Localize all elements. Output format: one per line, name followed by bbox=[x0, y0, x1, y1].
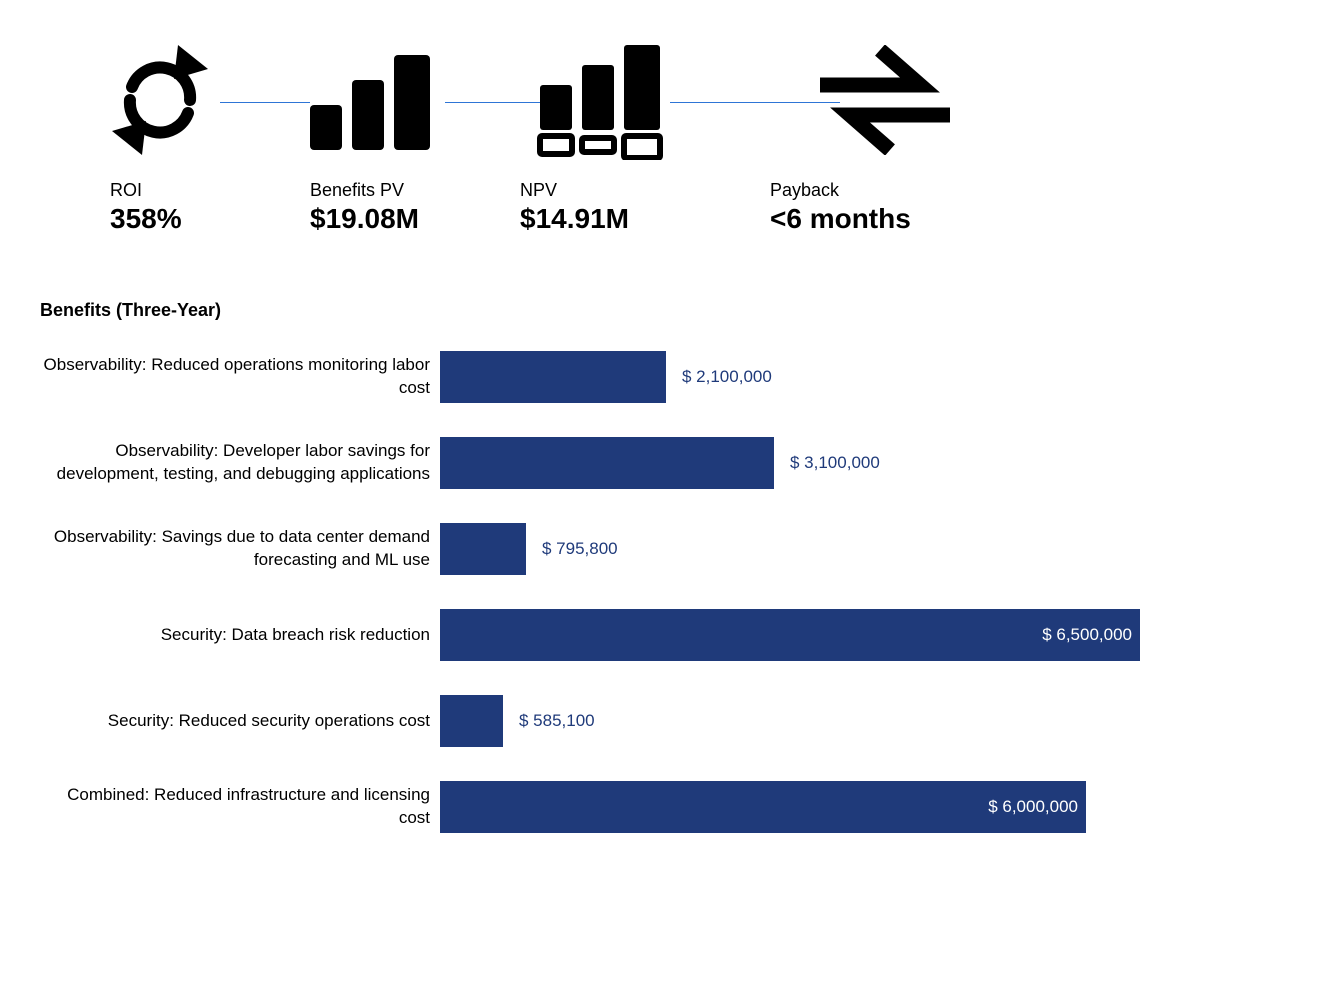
benefits-bar-value: $ 6,000,000 bbox=[988, 797, 1078, 817]
benefits-bar-row: Security: Reduced security operations co… bbox=[40, 695, 1299, 747]
benefits-bar-row: Observability: Developer labor savings f… bbox=[40, 437, 1299, 489]
benefits-bar-row: Observability: Savings due to data cente… bbox=[40, 523, 1299, 575]
kpi-labels: ROI 358% Benefits PV $19.08M NPV $14.91M… bbox=[100, 180, 1239, 260]
kpi-label-npv: NPV bbox=[520, 180, 629, 201]
kpi-connector-1 bbox=[220, 102, 310, 103]
benefits-bar-area: $ 6,500,000 bbox=[440, 609, 1140, 661]
benefits-bar-row: Observability: Reduced operations monito… bbox=[40, 351, 1299, 403]
infographic-page: ROI 358% Benefits PV $19.08M NPV $14.91M… bbox=[0, 0, 1339, 1003]
benefits-bar-row: Combined: Reduced infrastructure and lic… bbox=[40, 781, 1299, 833]
benefits-bar-label: Security: Reduced security operations co… bbox=[40, 710, 440, 733]
kpi-value-npv: $14.91M bbox=[520, 203, 629, 235]
kpi-block-roi: ROI 358% bbox=[110, 180, 182, 235]
benefits-bar-label: Security: Data breach risk reduction bbox=[40, 624, 440, 647]
benefits-bar-label: Observability: Savings due to data cente… bbox=[40, 526, 440, 572]
benefits-bar-area: $ 2,100,000 bbox=[440, 351, 1140, 403]
kpi-icons bbox=[100, 40, 1239, 160]
benefits-bar-area: $ 795,800 bbox=[440, 523, 1140, 575]
benefits-bar-value: $ 2,100,000 bbox=[682, 367, 772, 387]
benefits-bar-chart: Observability: Reduced operations monito… bbox=[40, 351, 1299, 833]
benefits-bar-row: Security: Data breach risk reduction $ 6,… bbox=[40, 609, 1299, 661]
swap-icon bbox=[800, 45, 970, 155]
kpi-icon-slot-benefits-pv bbox=[310, 40, 430, 160]
benefits-bar-area: $ 3,100,000 bbox=[440, 437, 1140, 489]
benefits-bar bbox=[440, 351, 666, 403]
benefits-bar-area: $ 6,000,000 bbox=[440, 781, 1140, 833]
benefits-bar-value: $ 3,100,000 bbox=[790, 453, 880, 473]
kpi-connector-2 bbox=[445, 102, 540, 103]
kpi-label-payback: Payback bbox=[770, 180, 911, 201]
kpi-block-npv: NPV $14.91M bbox=[520, 180, 629, 235]
benefits-bar-label: Combined: Reduced infrastructure and lic… bbox=[40, 784, 440, 830]
benefits-bar-label: Observability: Developer labor savings f… bbox=[40, 440, 440, 486]
benefits-bar-value: $ 795,800 bbox=[542, 539, 618, 559]
kpi-icon-slot-roi bbox=[100, 40, 220, 160]
kpi-label-benefits-pv: Benefits PV bbox=[310, 180, 419, 201]
benefits-bar-label: Observability: Reduced operations monito… bbox=[40, 354, 440, 400]
benefits-bar bbox=[440, 523, 526, 575]
benefits-bar-value: $ 585,100 bbox=[519, 711, 595, 731]
benefits-bar-value: $ 6,500,000 bbox=[1042, 625, 1132, 645]
kpi-label-roi: ROI bbox=[110, 180, 182, 201]
kpi-value-payback: <6 months bbox=[770, 203, 911, 235]
kpi-block-payback: Payback <6 months bbox=[770, 180, 911, 235]
bar-chart-icon bbox=[305, 45, 435, 155]
kpi-value-benefits-pv: $19.08M bbox=[310, 203, 419, 235]
benefits-bar-area: $ 585,100 bbox=[440, 695, 1140, 747]
kpi-icon-slot-payback bbox=[800, 40, 970, 160]
kpi-icon-slot-npv bbox=[540, 40, 660, 160]
kpi-block-benefits-pv: Benefits PV $19.08M bbox=[310, 180, 419, 235]
benefits-bar bbox=[440, 695, 503, 747]
kpi-row: ROI 358% Benefits PV $19.08M NPV $14.91M… bbox=[100, 40, 1239, 270]
kpi-value-roi: 358% bbox=[110, 203, 182, 235]
benefits-bar bbox=[440, 437, 774, 489]
benefits-bar bbox=[440, 609, 1140, 661]
benefits-title: Benefits (Three-Year) bbox=[40, 300, 1299, 321]
refresh-icon bbox=[110, 45, 210, 155]
stacked-bar-chart-icon bbox=[535, 40, 665, 160]
